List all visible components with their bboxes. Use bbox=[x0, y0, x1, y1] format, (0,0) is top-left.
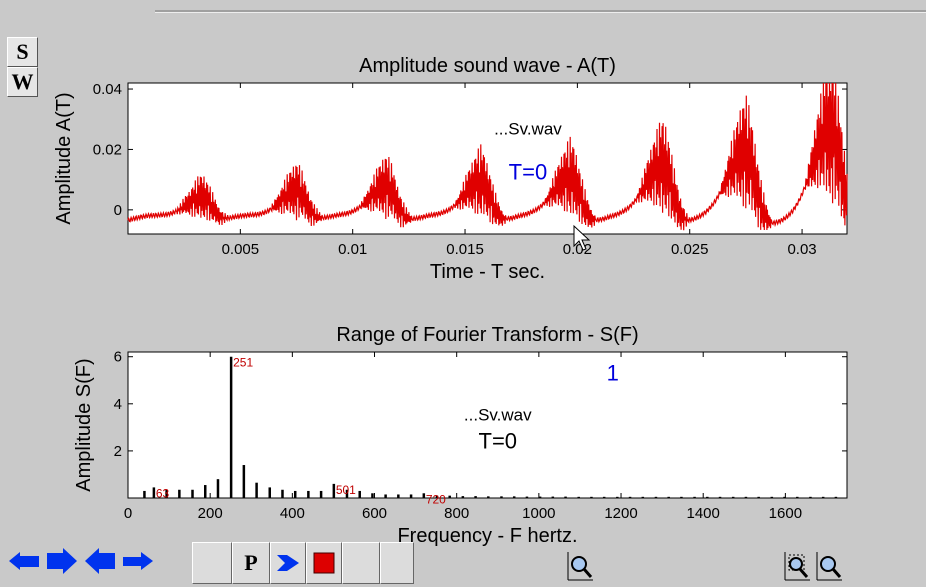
wave-x-tick-label: 0.03 bbox=[787, 241, 816, 258]
zoom-out-icon bbox=[816, 552, 842, 581]
zoom-icon bbox=[567, 552, 593, 581]
wave-x-tick-label: 0.02 bbox=[563, 241, 592, 258]
wave-x-tick-label: 0.025 bbox=[671, 241, 709, 258]
wave-x-tick-label: 0.005 bbox=[222, 241, 260, 258]
wave-y-tick-label: 0.02 bbox=[93, 141, 122, 158]
s-button[interactable]: S bbox=[7, 37, 38, 67]
spectrum-x-tick-label: 400 bbox=[280, 505, 305, 522]
wave-title: Amplitude sound wave - A(T) bbox=[359, 55, 616, 77]
spectrum-peak-label: 251 bbox=[233, 356, 253, 370]
wave-x-tick-label: 0.01 bbox=[338, 241, 367, 258]
spectrum-y-axis-label: Amplitude S(F) bbox=[73, 358, 95, 491]
spectrum-x-axis-label: Frequency - F hertz. bbox=[397, 525, 577, 547]
spectrum-x-tick-label: 1000 bbox=[522, 505, 555, 522]
wave-y-axis-label: Amplitude A(T) bbox=[53, 92, 75, 224]
cursor-icon bbox=[573, 224, 591, 251]
top-separator bbox=[155, 10, 926, 13]
wave-annotation: T=0 bbox=[509, 160, 548, 185]
spectrum-peak-label: 63 bbox=[156, 486, 170, 500]
spectrum-annotation: 1 bbox=[607, 360, 619, 385]
blank-button-3[interactable] bbox=[380, 542, 414, 584]
spectrum-x-tick-label: 1600 bbox=[769, 505, 802, 522]
arrow-right-icon bbox=[47, 548, 77, 574]
zoom-in-icon bbox=[784, 552, 810, 581]
spectrum-x-tick-label: 1200 bbox=[604, 505, 637, 522]
spectrum-y-tick-label: 6 bbox=[114, 349, 122, 366]
wave-annotation: ...Sv.wav bbox=[494, 119, 562, 138]
stop-button[interactable] bbox=[306, 542, 342, 584]
spectrum-y-tick-label: 4 bbox=[114, 396, 122, 413]
arrow-left-icon bbox=[85, 548, 115, 574]
spectrum-title: Range of Fourier Transform - S(F) bbox=[336, 324, 638, 346]
wave-x-axis-label: Time - T sec. bbox=[430, 261, 545, 283]
w-button[interactable]: W bbox=[7, 67, 38, 97]
spectrum-x-tick-label: 800 bbox=[444, 505, 469, 522]
wave-y-tick-label: 0 bbox=[114, 202, 122, 219]
zoom-in-button[interactable] bbox=[783, 550, 811, 582]
next-button[interactable] bbox=[44, 542, 80, 580]
blank-button-1[interactable] bbox=[192, 542, 232, 584]
spectrum-x-tick-label: 0 bbox=[124, 505, 132, 522]
spectrum-annotation: ...Sv.wav bbox=[464, 405, 532, 424]
arrow-right-small-icon bbox=[123, 552, 153, 570]
arrow-left-small-icon bbox=[9, 552, 39, 570]
stop-icon bbox=[313, 552, 335, 574]
p-button[interactable]: P bbox=[232, 542, 270, 584]
zoom-button[interactable] bbox=[566, 550, 594, 582]
spectrum-peak-label: 501 bbox=[336, 483, 356, 497]
next-small-button[interactable] bbox=[120, 542, 156, 580]
play-icon bbox=[277, 555, 299, 571]
spectrum-y-tick-label: 2 bbox=[114, 443, 122, 460]
wave-x-tick-label: 0.015 bbox=[446, 241, 484, 258]
blank-button-2[interactable] bbox=[342, 542, 380, 584]
spectrum-annotation: T=0 bbox=[479, 429, 518, 454]
wave-series-line bbox=[127, 82, 848, 231]
spectrum-x-tick-label: 600 bbox=[362, 505, 387, 522]
wave-y-tick-label: 0.04 bbox=[93, 81, 122, 98]
spectrum-x-tick-label: 1400 bbox=[687, 505, 720, 522]
spectrum-x-tick-label: 200 bbox=[198, 505, 223, 522]
prev-small-button[interactable] bbox=[6, 542, 42, 580]
play-button[interactable] bbox=[270, 542, 306, 584]
spectrum-peak-label: 720 bbox=[426, 492, 446, 506]
zoom-out-button[interactable] bbox=[815, 550, 843, 582]
spectrum-plot-area bbox=[127, 351, 848, 499]
prev-button[interactable] bbox=[82, 542, 118, 580]
